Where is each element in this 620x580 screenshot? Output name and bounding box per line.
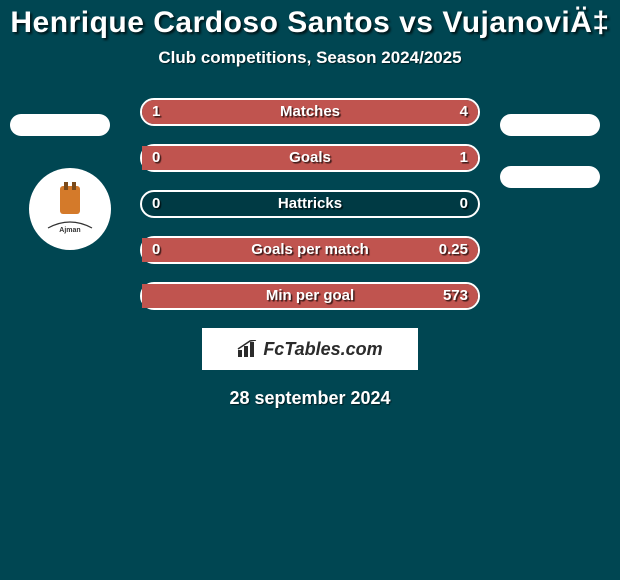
club-badge: Ajman [29,168,111,250]
stat-row: 00Hattricks [140,190,480,218]
stat-label: Goals per match [142,238,478,262]
infographic-root: Henrique Cardoso Santos vs VujanoviÄ‡ Cl… [0,0,620,580]
club-badge-label: Ajman [59,227,80,234]
stat-label: Hattricks [142,192,478,216]
player-pill-right-1 [500,114,600,136]
player-pill-left [10,114,110,136]
club-badge-icon: Ajman [40,178,100,238]
stat-row: 01Goals [140,144,480,172]
stats-area: Ajman 14Matches 01Goals 00Hattricks 00.25Go… [0,98,620,409]
club-badge-inner: Ajman [40,178,100,241]
watermark: FcTables.com [237,339,382,360]
stat-row: 14Matches [140,98,480,126]
stat-label: Goals [142,146,478,170]
stat-label: Min per goal [142,284,478,308]
stat-label: Matches [142,100,478,124]
page-title: Henrique Cardoso Santos vs VujanoviÄ‡ [0,0,620,40]
bars-icon [237,340,259,358]
player-pill-right-2 [500,166,600,188]
watermark-text: FcTables.com [263,339,382,360]
date-line: 28 september 2024 [0,388,620,409]
watermark-box: FcTables.com [202,328,418,370]
stat-row: 00.25Goals per match [140,236,480,264]
page-subtitle: Club competitions, Season 2024/2025 [0,48,620,68]
stat-row: 573Min per goal [140,282,480,310]
